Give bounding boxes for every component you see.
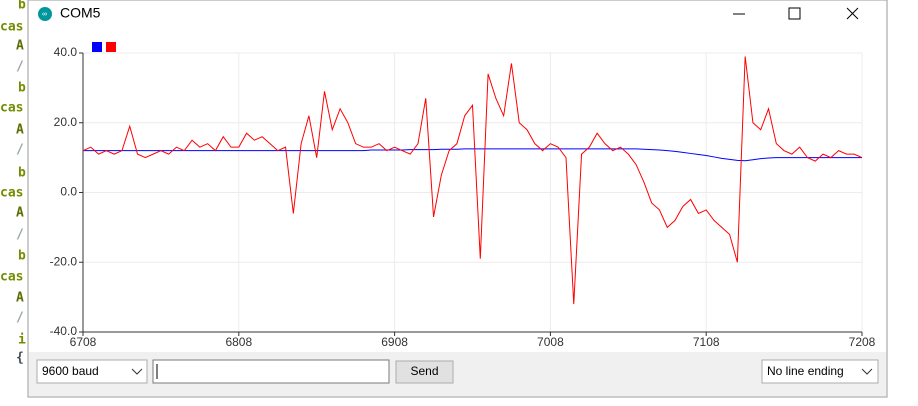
x-tick-label: 6908 [381, 335, 408, 349]
x-tick-label: 6708 [70, 335, 97, 349]
code-fragment: cas [0, 101, 23, 116]
series-line [82, 56, 863, 305]
code-fragment: A [16, 206, 24, 221]
message-input[interactable] [152, 359, 390, 384]
series-line [83, 148, 862, 162]
dropdown-arrow [131, 368, 143, 375]
code-fragment: / [16, 311, 24, 326]
code-fragment: / [16, 60, 24, 75]
close[interactable] [846, 7, 859, 20]
code-fragment: b [18, 249, 26, 264]
code-fragment: { [16, 351, 24, 366]
y-tick-label: -40.0 [50, 324, 78, 338]
code-fragment: / [16, 143, 24, 158]
y-tick-label: 0.0 [60, 185, 77, 199]
x-tick-label: 7108 [693, 335, 720, 349]
code-fragment: cas [0, 20, 23, 35]
send-label: Send [410, 364, 438, 378]
plot-panel [29, 30, 886, 352]
code-fragment: A [16, 39, 24, 54]
code-fragment: i [18, 333, 26, 348]
app-icon [38, 7, 52, 21]
x-tick-label: 7208 [849, 335, 876, 349]
code-fragment: b [18, 81, 26, 96]
code-fragment: / [16, 228, 24, 243]
baud-label: 9600 baud [42, 364, 99, 378]
maximize[interactable] [788, 7, 801, 20]
send-button[interactable] [395, 360, 454, 384]
code-fragment: A [16, 291, 24, 306]
x-tick-label: 7008 [537, 335, 564, 349]
line-ending-select[interactable] [761, 359, 879, 384]
legend-swatch [92, 42, 102, 52]
code-fragment: b [18, 0, 26, 13]
window-title: COM5 [60, 5, 101, 21]
y-tick-label: -20.0 [50, 254, 78, 268]
app-icon-glyph: ∞ [42, 11, 47, 18]
legend-swatch [106, 42, 116, 52]
y-tick-label: 40.0 [54, 45, 78, 59]
y-tick-label: 20.0 [54, 115, 78, 129]
line-ending-label: No line ending [767, 364, 844, 378]
dropdown-arrow [861, 368, 873, 375]
baud-select[interactable] [36, 359, 148, 384]
x-tick-label: 6808 [225, 335, 252, 349]
code-fragment: b [18, 166, 26, 181]
code-fragment: A [16, 123, 24, 138]
code-fragment: cas [0, 186, 23, 201]
code-fragment: cas [0, 270, 23, 285]
